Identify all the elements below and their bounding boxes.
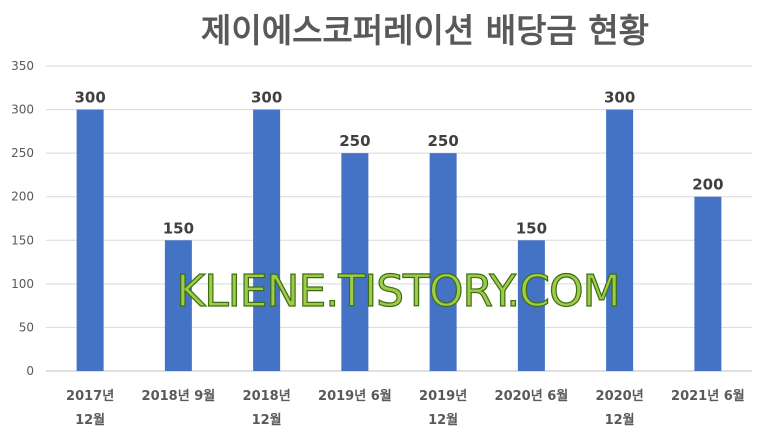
chart-title: 제이에스코퍼레이션 배당금 현황	[201, 11, 649, 50]
data-label: 250	[339, 132, 370, 150]
y-axis: 0 50 100 150 200 250 300 350	[11, 59, 34, 378]
data-label: 300	[604, 89, 635, 107]
y-tick-label: 150	[11, 233, 34, 247]
bar	[76, 109, 104, 372]
bar	[341, 153, 369, 371]
bar	[253, 109, 281, 372]
x-tick-label: 2020년	[596, 389, 644, 404]
x-tick-label: 2018년 9월	[142, 388, 216, 404]
x-tick-label: 12월	[605, 412, 635, 428]
data-label: 300	[251, 89, 282, 107]
bars	[76, 109, 722, 372]
x-tick-label: 12월	[252, 412, 282, 428]
x-tick-label: 2018년	[243, 389, 291, 404]
x-tick-label: 12월	[75, 412, 105, 428]
x-tick-label: 2021년 6월	[671, 388, 745, 404]
x-tick-label: 2019년 6월	[318, 388, 392, 404]
x-tick-label: 12월	[428, 412, 458, 428]
x-tick-label: 2017년	[66, 389, 114, 404]
data-label: 150	[163, 219, 194, 237]
y-tick-label: 250	[11, 146, 34, 160]
data-label: 200	[692, 176, 723, 194]
bar	[164, 240, 192, 371]
y-tick-label: 0	[26, 364, 34, 378]
data-label: 300	[74, 89, 105, 107]
watermark-text: KLIENE.TISTORY.COM	[176, 266, 619, 317]
gridlines	[46, 65, 752, 372]
bar	[517, 240, 545, 371]
x-axis: 2017년 12월 2018년 9월 2018년 12월 2019년 6월 2019년 12월…	[66, 388, 745, 428]
bar	[694, 196, 722, 371]
y-tick-label: 100	[11, 277, 34, 291]
bar	[606, 109, 634, 372]
data-label: 150	[516, 219, 547, 237]
data-label: 250	[427, 132, 458, 150]
y-tick-label: 300	[11, 103, 34, 117]
y-tick-label: 350	[11, 59, 34, 73]
y-tick-label: 50	[19, 320, 34, 334]
y-tick-label: 200	[11, 190, 34, 204]
bar	[429, 153, 457, 371]
data-labels: 300 150 300 250 250 150 300 200	[74, 89, 723, 238]
x-tick-label: 2019년	[419, 389, 467, 404]
x-tick-label: 2020년 6월	[495, 388, 569, 404]
